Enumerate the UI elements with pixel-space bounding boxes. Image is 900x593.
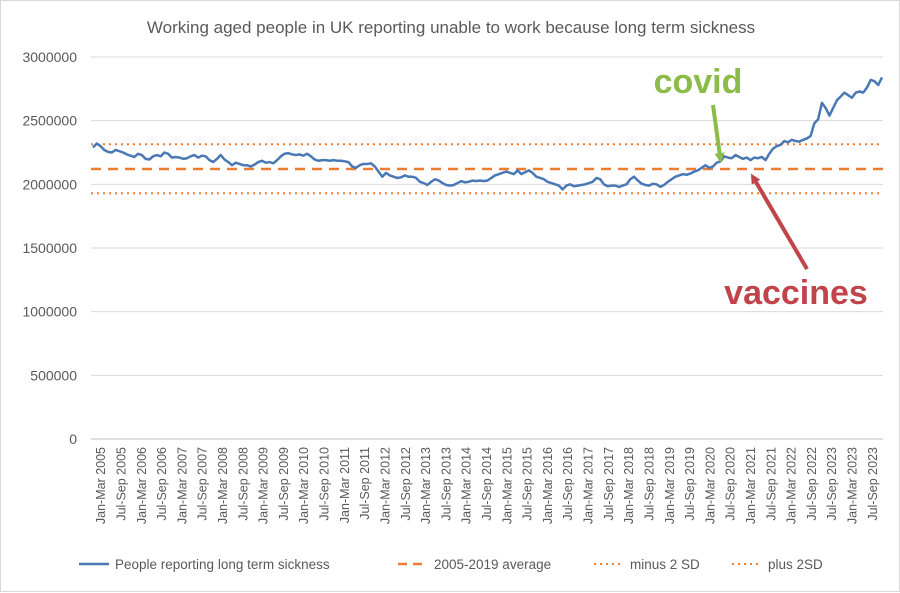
annotation-covid: covid (654, 63, 743, 101)
x-tick-label: Jul-Sep 2011 (358, 447, 372, 520)
x-tick-label: Jan-Mar 2005 (94, 447, 108, 524)
x-tick-label: Jan-Mar 2016 (541, 447, 555, 524)
legend-label: 2005-2019 average (434, 557, 551, 572)
x-tick-label: Jan-Mar 2021 (744, 447, 758, 524)
x-tick-label: Jul-Sep 2008 (236, 447, 250, 521)
x-tick-label: Jul-Sep 2021 (764, 447, 778, 521)
x-tick-label: Jul-Sep 2023 (866, 447, 880, 521)
x-tick-label: Jan-Mar 2015 (500, 447, 514, 524)
y-tick-label: 1500000 (22, 240, 77, 256)
y-tick-label: 1000000 (22, 304, 77, 320)
x-tick-label: Jan-Mar 2013 (419, 447, 433, 524)
x-tick-label: Jul-Sep 2018 (642, 447, 656, 521)
x-tick-label: Jan-Mar 2007 (175, 447, 189, 524)
legend-label: People reporting long term sickness (115, 557, 330, 572)
y-tick-label: 2000000 (22, 176, 77, 192)
series-line-people-reporting-long-term-sickness (92, 76, 884, 191)
x-tick-label: Jan-Mar 2010 (297, 447, 311, 524)
x-tick-label: Jul-Sep 2017 (602, 447, 616, 521)
x-tick-label: Jan-Mar 2022 (785, 447, 799, 524)
x-tick-label: Jan-Mar 2009 (257, 447, 271, 524)
x-tick-label: Jan-Mar 2020 (703, 447, 717, 524)
x-tick-label: Jul-Sep 2015 (521, 447, 535, 521)
chart-title: Working aged people in UK reporting unab… (147, 18, 755, 37)
x-tick-label: Jul-Sep 2013 (439, 447, 453, 521)
annotation-vaccines: vaccines (724, 274, 868, 312)
y-tick-label: 500000 (30, 367, 77, 383)
y-tick-label: 2500000 (22, 113, 77, 129)
y-tick-label: 0 (69, 431, 77, 447)
x-tick-label: Jan-Mar 2008 (216, 447, 230, 524)
annotation-covid-arrow (711, 104, 725, 164)
x-tick-label: Jan-Mar 2014 (460, 447, 474, 524)
x-tick-label: Jan-Mar 2018 (622, 447, 636, 524)
x-tick-label: Jul-Sep 2007 (196, 447, 210, 521)
x-tick-label: Jan-Mar 2011 (338, 447, 352, 523)
x-tick-label: Jul-Sep 2023 (825, 447, 839, 521)
x-tick-label: Jul-Sep 2020 (724, 447, 738, 521)
x-tick-label: Jul-Sep 2019 (683, 447, 697, 521)
x-tick-label: Jul-Sep 2014 (480, 447, 494, 521)
x-tick-label: Jan-Mar 2012 (378, 447, 392, 524)
x-tick-label: Jul-Sep 2009 (277, 447, 291, 521)
y-tick-label: 3000000 (22, 49, 77, 65)
x-tick-label: Jan-Mar 2006 (135, 447, 149, 524)
x-tick-label: Jan-Mar 2023 (846, 447, 860, 524)
x-tick-label: Jul-Sep 2016 (561, 447, 575, 521)
legend-label: minus 2 SD (630, 557, 700, 572)
annotation-vaccines-arrow (750, 173, 809, 271)
x-tick-label: Jul-Sep 2006 (155, 447, 169, 521)
x-tick-label: Jul-Sep 2022 (805, 447, 819, 521)
x-tick-label: Jul-Sep 2005 (114, 447, 128, 521)
legend-label: plus 2SD (768, 557, 823, 572)
x-tick-label: Jan-Mar 2019 (663, 447, 677, 524)
x-tick-label: Jul-Sep 2012 (399, 447, 413, 521)
x-tick-label: Jan-Mar 2017 (582, 447, 596, 524)
x-tick-label: Jul-Sep 2010 (318, 447, 332, 521)
